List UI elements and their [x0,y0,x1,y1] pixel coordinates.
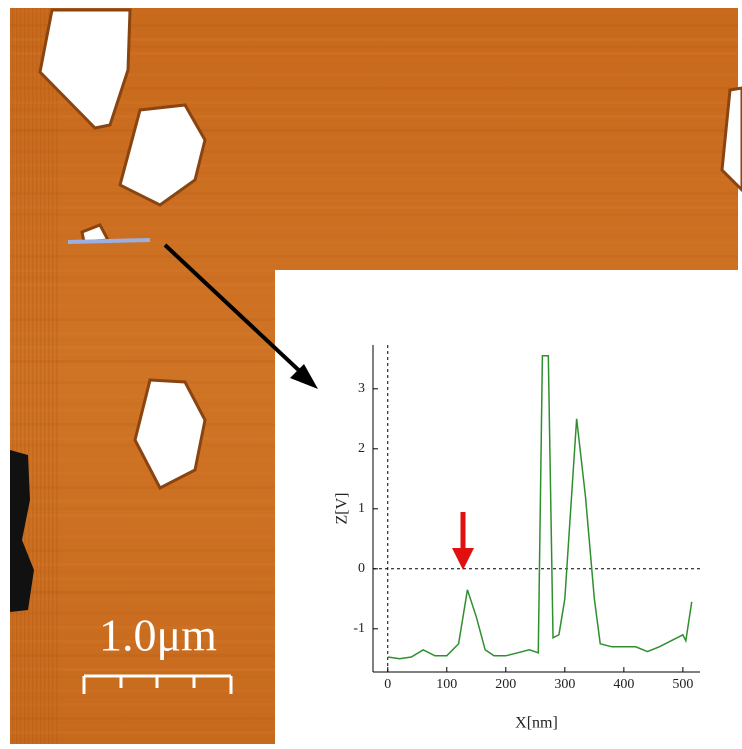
scan-line [10,164,738,167]
scan-line [10,192,738,195]
scan-line [10,178,738,181]
x-tick-label: 200 [495,677,516,692]
scan-line [10,129,738,132]
scan-column [12,8,14,744]
scan-column [44,8,46,744]
scan-column [56,8,58,744]
scan-line [10,108,738,111]
scan-line [10,24,738,27]
scan-line [10,241,738,244]
scan-line [10,52,738,55]
scan-column [32,8,34,744]
scan-line [10,171,738,174]
scan-line [10,185,738,188]
scan-line [10,262,738,265]
profile-line [387,355,693,660]
x-tick-label: 100 [436,677,457,692]
scan-line [10,122,738,125]
scan-line [10,45,738,48]
scan-line [10,150,738,153]
scan-line [10,248,738,251]
x-tick-label: 0 [384,677,391,692]
y-tick-label: 2 [358,441,365,456]
scale-bar [82,674,233,694]
scan-column [24,8,26,744]
y-tick-label: 1 [358,501,365,516]
scan-column [20,8,22,744]
scan-line [10,73,738,76]
scale-bar-label: 1.0μm [99,610,217,661]
scan-line [10,10,738,13]
x-axis-label: X[nm] [515,715,558,732]
pointer-arrow [163,243,308,379]
x-tick-label: 400 [613,677,634,692]
y-axis-label: Z[V] [334,493,351,525]
x-tick-label: 300 [554,677,575,692]
y-tick-label: 0 [358,561,365,576]
inset-panel [275,270,742,744]
scan-line [10,199,738,202]
scan-line [10,213,738,216]
scan-column [40,8,42,744]
scan-line [10,59,738,62]
pointer-arrow-head [290,364,318,389]
y-tick-label: 3 [358,381,365,396]
scan-column [48,8,50,744]
scan-line [10,157,738,160]
scan-line [10,206,738,209]
dark-region [10,450,34,612]
scan-line [10,227,738,230]
scan-line [10,255,738,258]
scan-line [10,115,738,118]
scan-line [10,87,738,90]
scan-line [10,136,738,139]
profile-line [67,238,151,244]
scan-line [10,38,738,41]
scan-line [10,31,738,34]
scan-column [36,8,38,744]
flakes [38,8,742,491]
scan-column [52,8,54,744]
annotation-arrow-head [452,548,474,570]
scan-line [10,101,738,104]
scan-column [16,8,18,744]
scan-column [28,8,30,744]
scan-line [10,234,738,237]
x-tick-label: 500 [672,677,693,692]
y-tick-label: -1 [353,621,365,636]
